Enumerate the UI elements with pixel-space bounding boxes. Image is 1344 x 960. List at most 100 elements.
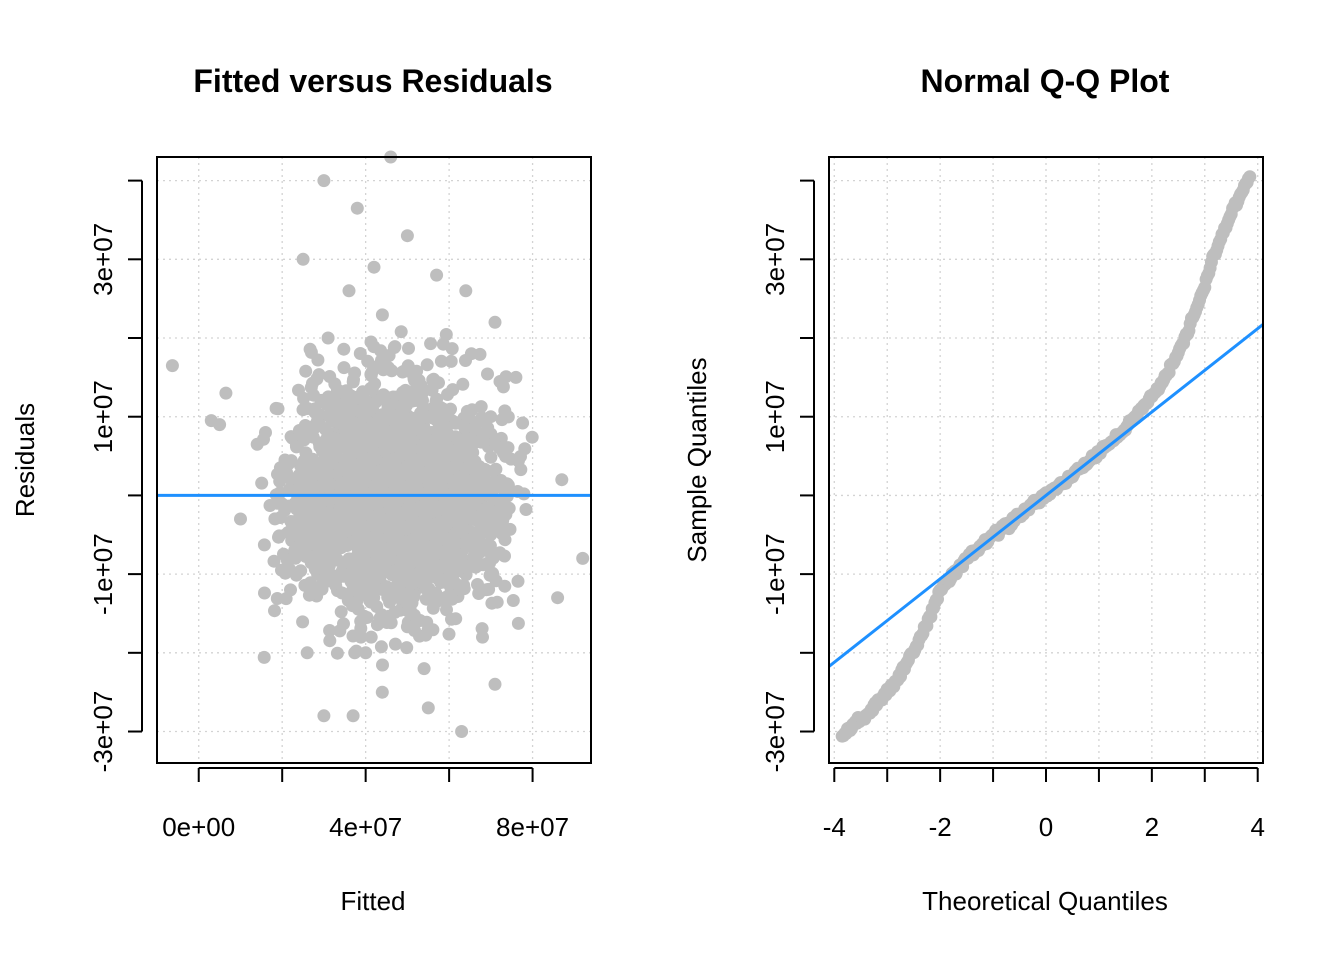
data-point xyxy=(332,400,345,414)
data-point xyxy=(1243,170,1257,184)
data-point xyxy=(383,435,396,449)
data-point xyxy=(370,471,384,484)
y-axis-title: Sample Quantiles xyxy=(682,357,712,562)
data-point xyxy=(359,502,373,516)
data-point xyxy=(375,608,389,622)
data-point xyxy=(396,365,410,379)
data-point xyxy=(442,627,456,641)
data-point xyxy=(271,402,285,416)
data-point xyxy=(388,637,402,651)
data-point xyxy=(364,630,378,644)
data-point xyxy=(386,487,400,500)
normal-qq-title: Normal Q-Q Plot xyxy=(921,63,1170,99)
data-point xyxy=(359,646,373,660)
data-point xyxy=(499,370,513,384)
data-point xyxy=(353,588,367,602)
data-point xyxy=(393,508,407,522)
data-point xyxy=(288,544,302,557)
data-point xyxy=(302,522,316,535)
data-point xyxy=(278,566,292,580)
data-point xyxy=(429,540,443,554)
data-point xyxy=(403,501,417,515)
data-point xyxy=(363,583,377,596)
data-point xyxy=(476,427,490,441)
data-point xyxy=(448,558,462,572)
data-point xyxy=(335,586,349,600)
data-point xyxy=(325,454,339,468)
data-point xyxy=(323,370,337,383)
data-point xyxy=(268,604,281,618)
data-point xyxy=(488,677,502,691)
data-point xyxy=(503,522,517,536)
data-point xyxy=(346,709,360,723)
data-point xyxy=(337,556,351,570)
data-point xyxy=(424,337,438,351)
data-point xyxy=(496,380,510,394)
data-point xyxy=(275,465,289,479)
data-point xyxy=(473,347,487,361)
data-point xyxy=(394,424,408,438)
data-point xyxy=(296,615,310,629)
data-point xyxy=(460,493,473,507)
data-point xyxy=(406,468,420,482)
data-point xyxy=(405,573,419,587)
data-point xyxy=(488,315,502,329)
data-point xyxy=(489,574,503,588)
data-point xyxy=(468,455,482,468)
data-point xyxy=(421,701,435,715)
data-point xyxy=(475,520,489,534)
x-tick-label: 0e+00 xyxy=(162,812,235,842)
y-tick-label: -3e+07 xyxy=(88,691,118,773)
data-point xyxy=(395,400,409,413)
data-point xyxy=(511,616,525,630)
data-point xyxy=(311,353,325,367)
x-tick-label: -4 xyxy=(823,812,846,842)
data-point xyxy=(259,426,272,439)
data-point xyxy=(321,331,335,345)
plot-frame xyxy=(828,156,1264,764)
data-point xyxy=(419,554,433,568)
data-point xyxy=(440,466,454,480)
data-point xyxy=(321,390,335,404)
x-axis-title: Theoretical Quantiles xyxy=(922,886,1168,916)
data-point xyxy=(364,544,377,558)
data-point xyxy=(255,476,269,490)
y-axis: -3e+07 -1e+07 1e+07 3e+07 xyxy=(760,179,815,772)
x-tick-label: 8e+07 xyxy=(496,812,569,842)
fitted-residuals-title: Fitted versus Residuals xyxy=(193,63,552,99)
data-point xyxy=(342,284,356,298)
data-point xyxy=(427,408,441,422)
data-point xyxy=(410,380,424,394)
data-point xyxy=(334,605,348,619)
x-axis: 0e+00 4e+07 8e+07 xyxy=(162,767,569,842)
data-point xyxy=(425,528,439,542)
data-point xyxy=(267,554,281,568)
x-tick-label: 4 xyxy=(1250,812,1264,842)
data-point xyxy=(307,550,321,564)
data-point xyxy=(436,337,450,351)
data-point xyxy=(400,641,414,655)
plot-frame xyxy=(156,156,592,764)
data-point xyxy=(351,602,365,616)
data-point xyxy=(448,537,462,551)
data-point xyxy=(458,421,472,435)
data-point xyxy=(257,538,271,552)
data-points xyxy=(165,150,590,738)
data-point xyxy=(303,342,317,356)
data-point xyxy=(429,570,443,584)
data-point xyxy=(282,483,296,496)
data-point xyxy=(303,461,317,475)
data-point xyxy=(337,361,351,375)
data-point xyxy=(374,640,388,654)
data-point xyxy=(374,344,388,358)
data-point xyxy=(338,423,352,437)
data-point xyxy=(337,342,351,356)
fitted-residuals-panel: Fitted versus Residuals 0e+00 4e+07 8e+07 … xyxy=(10,63,592,916)
data-point xyxy=(384,552,397,566)
data-point xyxy=(375,685,389,699)
data-point xyxy=(359,462,373,476)
data-point xyxy=(448,459,462,473)
data-point xyxy=(330,646,344,660)
data-point xyxy=(496,507,510,521)
